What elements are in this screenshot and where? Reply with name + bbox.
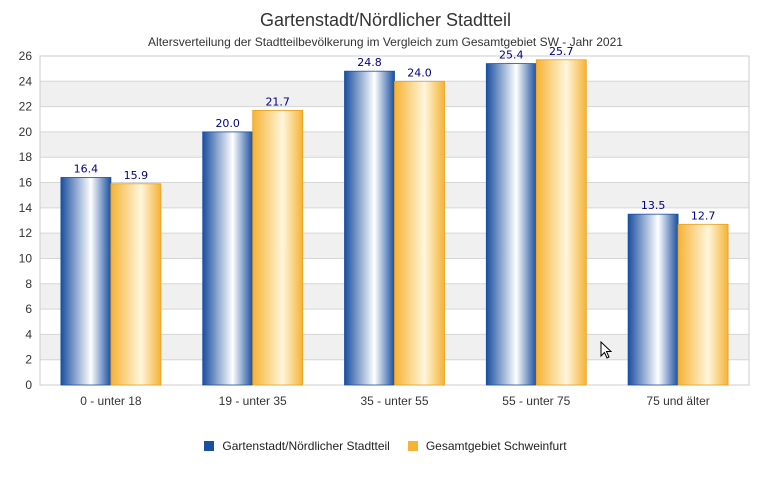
data-label: 21.7 [265,95,290,108]
y-tick-label: 8 [25,277,32,291]
bar-2-1 [110,183,162,386]
bar-1-2 [202,131,254,386]
bar-1-3 [344,70,395,386]
bars [60,59,729,386]
x-tick-label: 35 - unter 55 [360,394,428,408]
legend-swatch-series-2 [407,441,418,451]
bar-1-1 [60,177,112,386]
bar-2-5 [677,223,729,386]
y-tick-label: 0 [25,378,32,392]
chart-title: Gartenstadt/Nördlicher Stadtteil [259,10,512,30]
x-tick-label: 0 - unter 18 [80,394,142,408]
legend-label-series-1: Gartenstadt/Nördlicher Stadtteil [222,439,390,453]
y-tick-label: 2 [25,353,32,367]
y-tick-label: 14 [19,201,33,215]
y-tick-label: 6 [25,302,32,316]
data-label: 15.9 [124,169,149,182]
y-tick-label: 20 [19,125,33,139]
y-tick-label: 16 [19,176,33,190]
bar-2-3 [394,80,445,386]
data-label: 24.0 [407,66,432,79]
bar-2-4 [535,59,587,386]
mouse-pointer-icon [600,340,614,366]
y-tick-label: 24 [19,74,33,88]
y-tick-label: 12 [19,226,33,240]
data-label: 12.7 [691,209,716,222]
data-label: 13.5 [641,199,666,212]
y-tick-label: 10 [19,251,33,265]
bar-1-5 [627,213,679,386]
y-tick-label: 26 [19,49,33,63]
legend-item-series-1[interactable]: Gartenstadt/Nördlicher Stadtteil [204,439,390,453]
data-label: 16.4 [74,162,99,175]
data-label: 25.4 [499,49,524,62]
data-label: 25.7 [549,45,574,58]
data-label: 20.0 [215,117,240,130]
x-tick-label: 19 - unter 35 [219,394,287,408]
bar-2-2 [252,110,304,386]
data-label: 24.8 [357,56,382,69]
legend-swatch-series-1 [204,441,215,451]
x-tick-label: 55 - unter 75 [502,394,570,408]
y-tick-label: 22 [19,100,33,114]
x-tick-label: 75 und älter [646,394,709,408]
x-axis: 0 - unter 18 19 - unter 35 35 - unter 55 55… [80,394,710,408]
y-tick-label: 4 [25,327,32,341]
bar-1-4 [485,63,537,386]
chart-subtitle: Altersverteilung der Stadtteilbevölkerun… [148,35,623,49]
data-labels: 16.4 15.9 20.0 21.7 24.8 24.0 25.4 25.7 13.5 12.7 [74,45,716,223]
legend-label-series-2: Gesamtgebiet Schweinfurt [425,439,567,453]
y-tick-label: 18 [19,150,33,164]
legend-item-series-2[interactable]: Gesamtgebiet Schweinfurt [407,439,567,453]
legend: Gartenstadt/Nördlicher Stadtteil Gesamtg… [0,439,771,453]
